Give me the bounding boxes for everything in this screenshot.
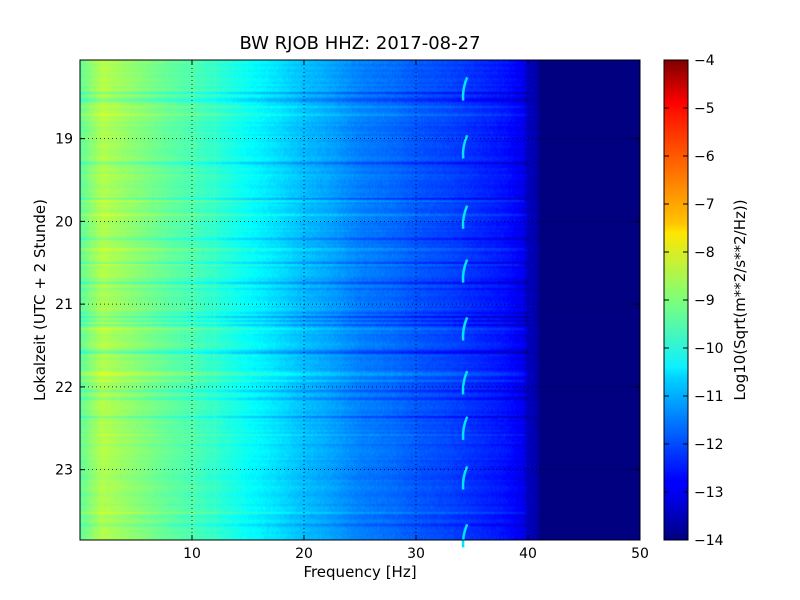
colorbar-tick-label: −10 [694, 341, 724, 357]
x-axis: 10 20 30 40 50 [183, 60, 649, 562]
plot-frame [79, 59, 641, 541]
spectral-burst-mark [461, 76, 469, 101]
grid-lines [80, 60, 640, 540]
y-tick-label: 19 [55, 132, 73, 148]
colorbar-tick-label: −14 [694, 533, 724, 549]
spectral-burst-mark [461, 465, 469, 490]
spectral-burst-mark [461, 258, 469, 283]
spectral-burst-mark [461, 370, 469, 395]
colorbar-tick-label: −13 [694, 485, 724, 501]
colorbar: −4 −5 −6 −7 −8 −9 −10 −11 −12 −13 −14 Log10(Sqrt(m… [663, 53, 749, 549]
spectral-burst-mark [461, 134, 469, 159]
spectral-burst-mark [461, 416, 469, 440]
colorbar-tick-label: −12 [694, 437, 724, 453]
colorbar-tick-label: −4 [694, 53, 715, 69]
x-tick-label: 20 [295, 546, 313, 562]
x-tick-label: 30 [407, 546, 425, 562]
colorbar-tick-label: −9 [694, 293, 715, 309]
y-tick-label: 23 [55, 463, 73, 479]
y-tick-label: 22 [55, 380, 73, 396]
plot-area [80, 60, 640, 548]
x-axis-label: Frequency [Hz] [303, 563, 416, 581]
y-tick-label: 20 [55, 214, 73, 230]
colorbar-tick-label: −5 [694, 101, 715, 117]
spectral-burst-mark [461, 205, 469, 229]
colorbar-tick-label: −6 [694, 149, 715, 165]
spectral-burst-mark [461, 316, 469, 341]
colorbar-tick-label: −7 [694, 197, 715, 213]
chart-title: BW RJOB HHZ: 2017-08-27 [239, 33, 480, 54]
colorbar-tick-label: −11 [694, 389, 724, 405]
y-axis-label: Lokalzeit (UTC + 2 Stunde) [31, 199, 49, 401]
colorbar-label: Log10(Sqrt(m**2/s**2/Hz)) [731, 199, 749, 400]
y-axis: 19 20 21 22 23 [55, 132, 640, 479]
spectrogram-raster [80, 60, 640, 540]
x-tick-label: 40 [519, 546, 537, 562]
colorbar-ticks: −4 −5 −6 −7 −8 −9 −10 −11 −12 −13 −14 [664, 53, 724, 549]
y-tick-label: 21 [55, 297, 73, 313]
spectral-burst-mark [461, 523, 469, 548]
colorbar-tick-label: −8 [694, 245, 715, 261]
x-tick-label: 10 [183, 546, 201, 562]
x-tick-label: 50 [631, 546, 649, 562]
